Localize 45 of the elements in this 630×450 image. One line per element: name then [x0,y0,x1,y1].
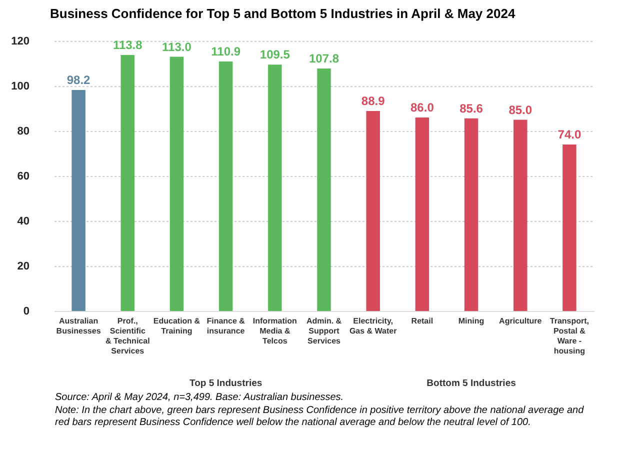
text: Note: In the chart above, green bars represent Business Confidence in positive territory above the national average and red bars represent Business Confidence well below the national average and below the neutral level of 100. [55,404,585,430]
text: Bottom 5 Industries [426,378,516,389]
data-label: 85.0 [508,102,532,117]
x-tick-label: Finance & insurance [206,316,246,336]
y-tick-label: 100 [11,80,30,92]
data-label: 98.2 [66,73,91,88]
bar [72,90,86,311]
chart-title: Business Confidence for Top 5 and Bottom 5 Industries in April & May 2024 [49,5,516,21]
x-tick-label: Agriculture [499,316,542,326]
x-tick-label: Mining [458,316,484,326]
bar [120,54,135,311]
y-tick-label: 80 [17,126,30,138]
bar [464,118,478,311]
x-tick-label: Prof., Scientific & Technical Services [105,316,150,356]
data-label: 85.6 [460,101,484,116]
x-tick-label: Information Media & Telcos [252,316,298,346]
y-tick-label: 60 [17,170,30,182]
x-tick-label: Admin. & Support Services [306,316,342,346]
bar [513,120,528,311]
bar [415,118,430,311]
bar [170,56,184,311]
data-label: 107.8 [308,51,340,66]
bar [218,61,233,311]
text: Top 5 Industries [189,378,262,389]
bar [268,64,282,311]
x-tick-label: Retail [411,316,434,326]
x-tick-label: Education & Training [153,316,200,336]
x-tick-label: Transport, Postal & Ware - housing [550,316,590,356]
source-note: Source: April & May 2024, n=3,499. Base: Australian businesses. [55,392,345,404]
bar [317,68,331,311]
data-label: 110.9 [211,44,241,58]
y-tick-label: 20 [17,260,30,272]
bar [366,110,380,311]
x-tick-label: Australian Businesses [56,316,102,336]
x-tick-label: Electricity, Gas & Water [349,316,397,336]
data-label: 109.5 [260,48,290,62]
data-label: 113.8 [112,38,143,52]
y-tick-label: 0 [23,306,30,318]
data-label: 74.0 [558,128,582,142]
bar [562,144,576,311]
y-tick-label: 120 [11,36,30,48]
y-tick-label: 40 [17,216,30,228]
data-label: 88.9 [361,94,386,108]
data-label: 113.0 [162,40,192,54]
data-label: 86.0 [410,100,434,114]
